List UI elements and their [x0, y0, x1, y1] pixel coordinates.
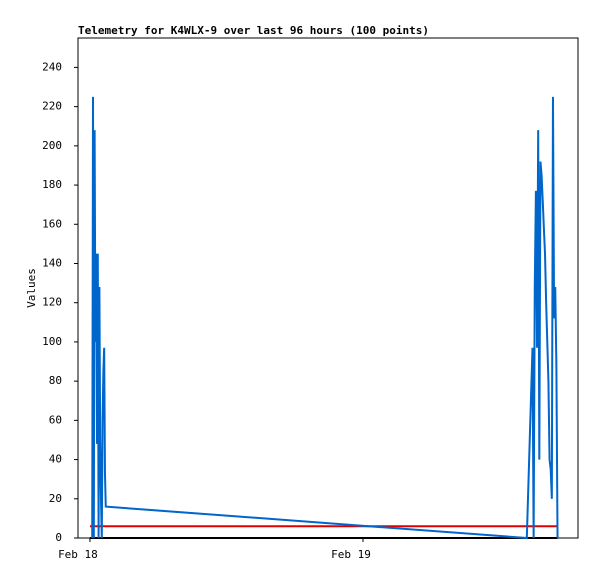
y-tick-label: 180: [42, 178, 62, 191]
y-tick-label: 60: [49, 413, 62, 426]
y-tick-label: 100: [42, 335, 62, 348]
y-tick-label: 200: [42, 139, 62, 152]
y-tick-label: 160: [42, 217, 62, 230]
y-tick-label: 240: [42, 60, 62, 73]
y-tick-label: 140: [42, 256, 62, 269]
y-tick-label: 220: [42, 100, 62, 113]
y-tick-label: 120: [42, 296, 62, 309]
y-tick-label: 40: [49, 453, 62, 466]
plot-frame: [77, 37, 579, 539]
y-tick-label: 20: [49, 492, 62, 505]
x-tick-label: Feb 18: [58, 548, 98, 561]
series-line: [91, 96, 559, 540]
chart-title: Telemetry for K4WLX-9 over last 96 hours…: [78, 24, 429, 37]
y-tick-label: 0: [55, 531, 62, 544]
y-axis-label: Values: [25, 268, 38, 308]
x-tick-label: Feb 19: [331, 548, 371, 561]
y-tick-label: 80: [49, 374, 62, 387]
